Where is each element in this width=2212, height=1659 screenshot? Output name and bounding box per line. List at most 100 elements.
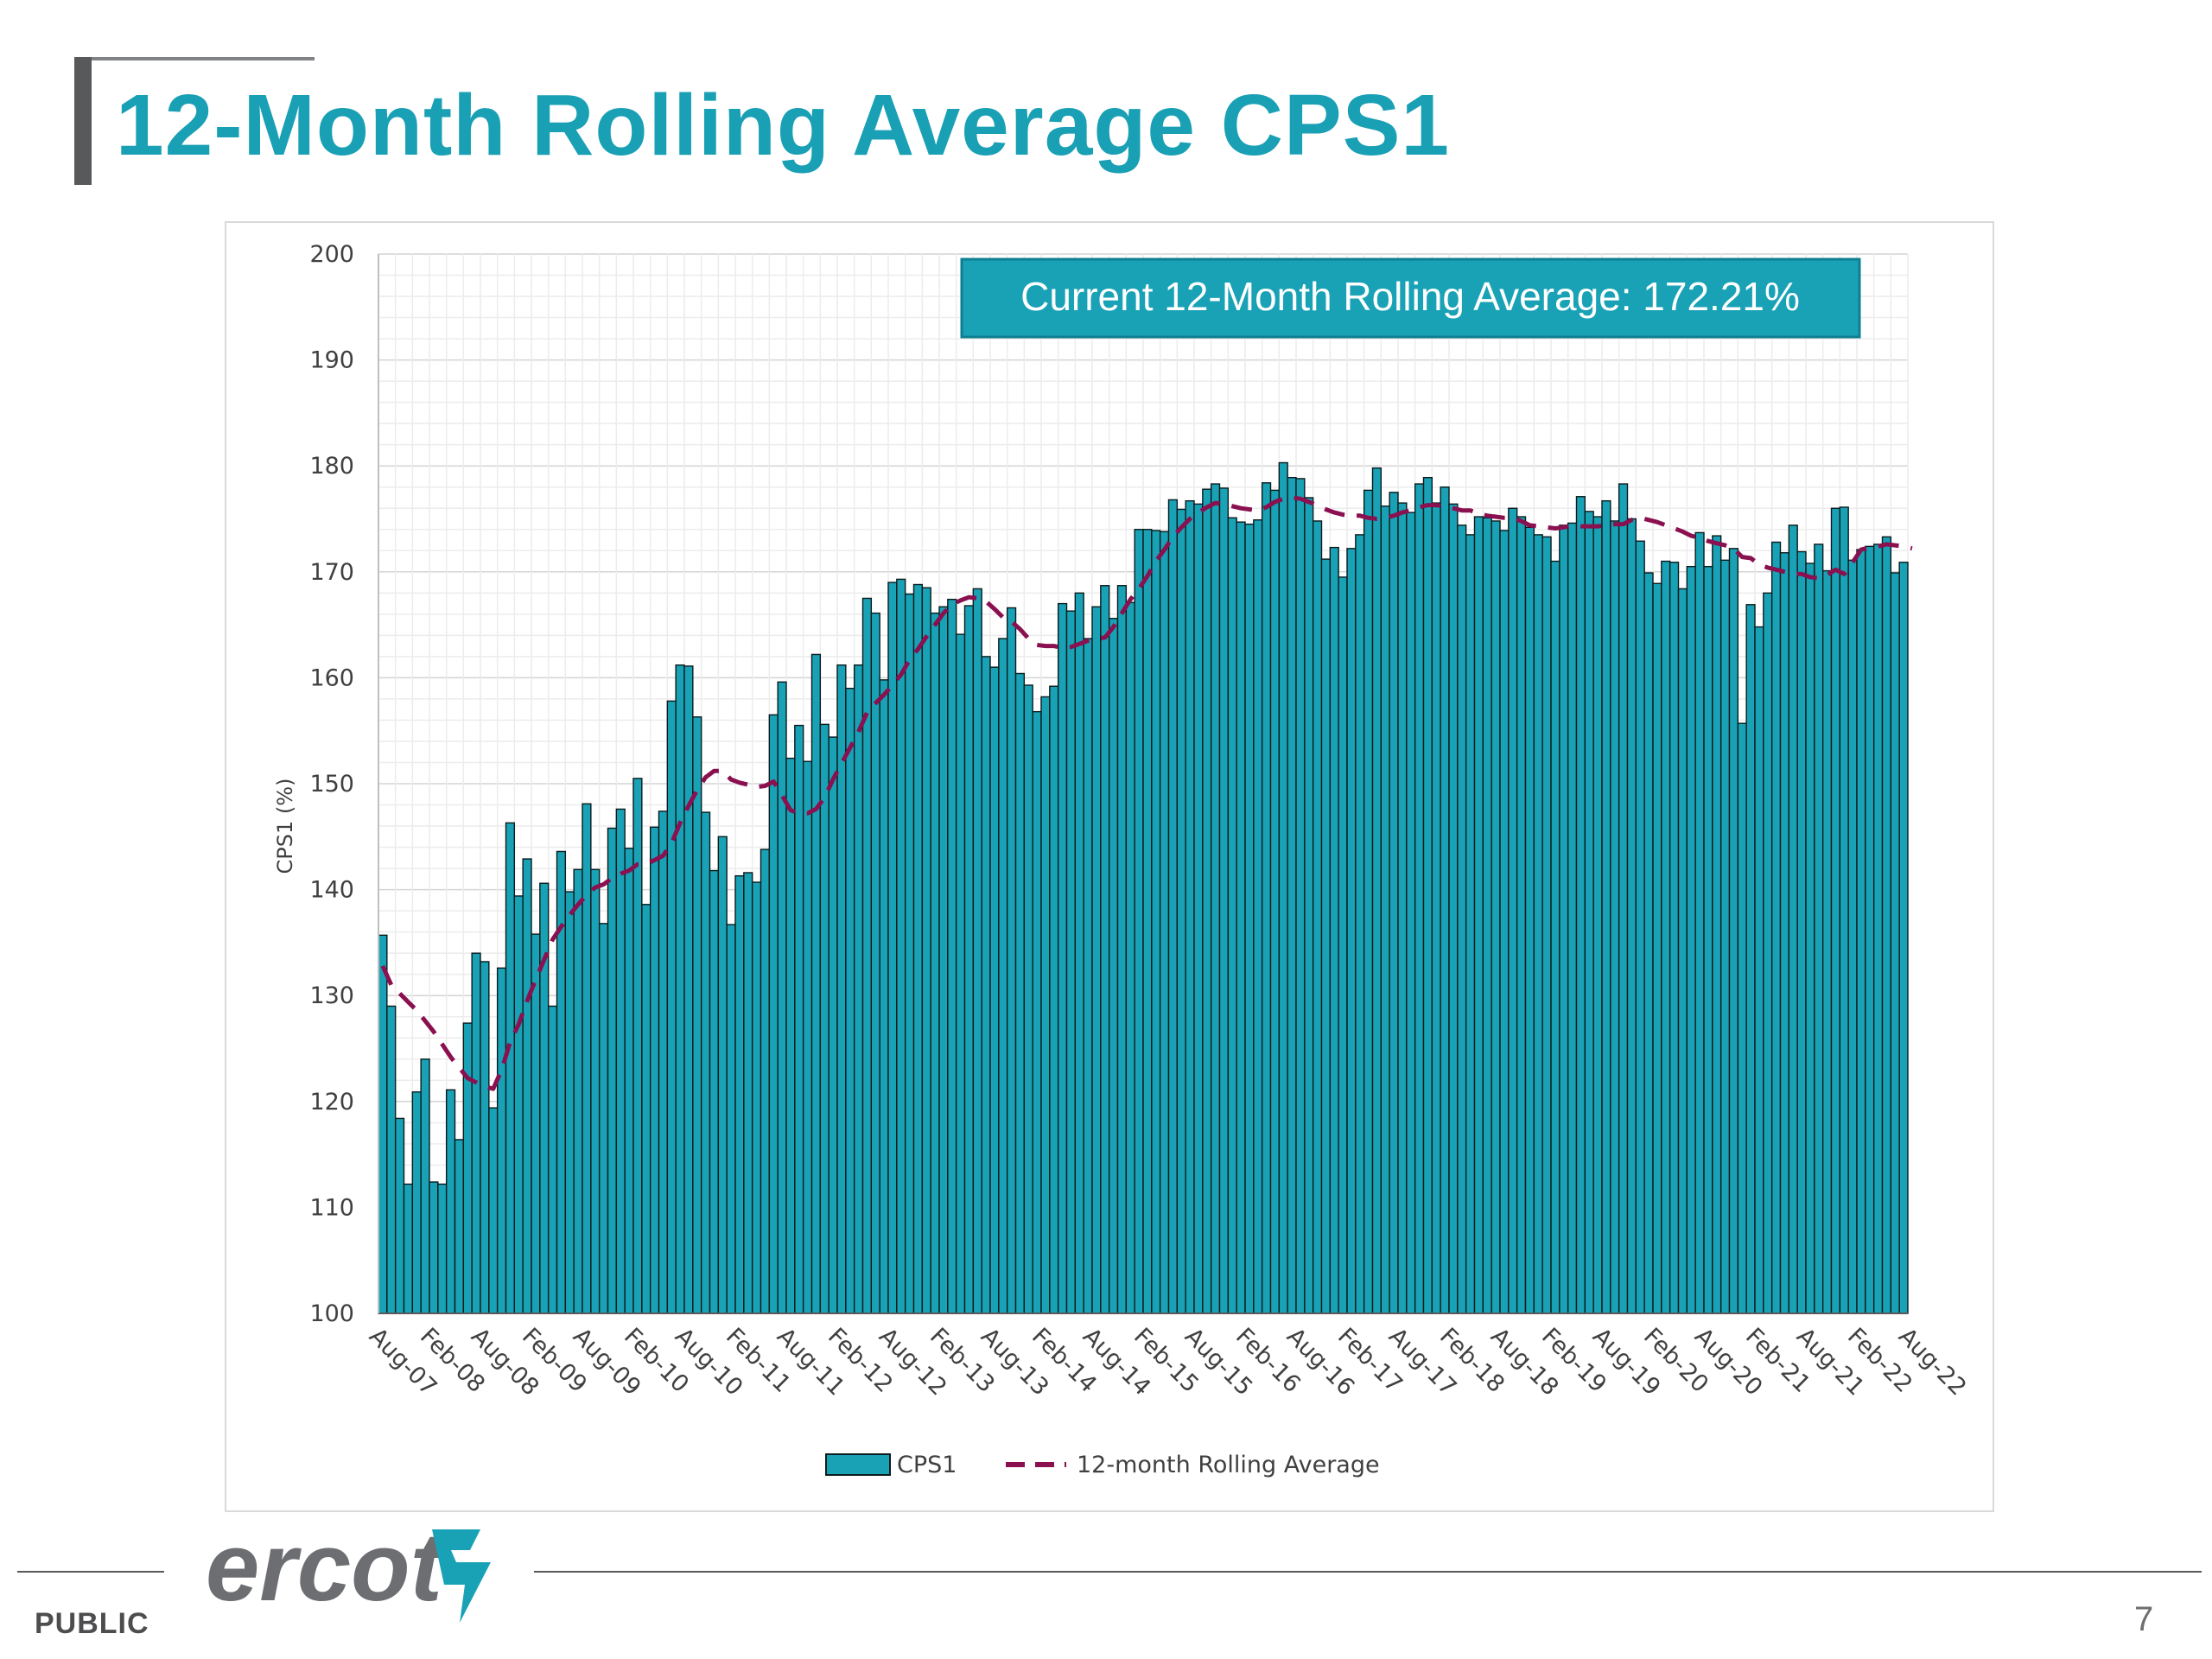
legend-swatch-cps1 xyxy=(825,1453,891,1476)
cps1-bar xyxy=(1312,520,1323,1314)
y-tick-label: 200 xyxy=(309,241,354,268)
cps1-bar xyxy=(1728,548,1739,1314)
cps1-bar xyxy=(411,1091,422,1314)
cps1-bar xyxy=(1592,516,1603,1314)
cps1-bar xyxy=(938,606,949,1314)
cps1-bar xyxy=(496,967,507,1314)
cps1-bar xyxy=(879,679,889,1314)
cps1-bar xyxy=(1236,521,1246,1314)
cps1-bar xyxy=(947,598,957,1314)
cps1-bar xyxy=(1040,696,1051,1314)
cps1-bar xyxy=(989,666,1000,1314)
cps1-bar xyxy=(1618,483,1629,1314)
cps1-bar xyxy=(480,961,490,1314)
cps1-bar xyxy=(1049,685,1059,1314)
cps1-bar xyxy=(675,664,685,1314)
cps1-bar xyxy=(1635,540,1645,1314)
cps1-bar xyxy=(1057,602,1068,1314)
cps1-bar xyxy=(378,934,388,1314)
cps1-bar xyxy=(666,700,677,1314)
cps1-bar xyxy=(870,612,880,1314)
cps1-bar xyxy=(896,578,906,1314)
y-tick-label: 140 xyxy=(309,877,354,904)
cps1-bar xyxy=(1779,552,1790,1314)
cps1-bar xyxy=(1661,560,1671,1314)
cps1-bar xyxy=(641,904,652,1314)
cps1-bar xyxy=(1100,585,1110,1314)
cps1-bar xyxy=(1244,523,1255,1314)
cps1-bar xyxy=(1338,576,1348,1314)
cps1-bar xyxy=(751,881,762,1314)
cps1-bar xyxy=(1253,519,1263,1314)
cps1-bar xyxy=(1269,489,1281,1314)
cps1-bar xyxy=(649,826,660,1314)
y-tick-label: 190 xyxy=(309,347,354,374)
title-top-rule xyxy=(74,57,315,60)
cps1-bar xyxy=(760,849,771,1314)
cps1-bar xyxy=(1796,550,1807,1314)
cps1-bar xyxy=(1821,569,1833,1314)
cps1-bar xyxy=(777,681,787,1314)
cps1-bar xyxy=(1541,536,1552,1314)
cps1-bar xyxy=(1457,524,1467,1314)
cps1-bar xyxy=(828,736,838,1314)
cps1-bar xyxy=(522,858,532,1314)
cps1-bar xyxy=(1669,562,1680,1314)
cps1-bar xyxy=(1185,499,1195,1314)
cps1-bar xyxy=(845,687,855,1314)
cps1-bar xyxy=(573,868,583,1314)
y-tick-label: 150 xyxy=(309,771,354,798)
cps1-bar xyxy=(1745,604,1756,1314)
cps1-bar xyxy=(1261,482,1272,1314)
cps1-bar xyxy=(1065,610,1077,1314)
cps1-bar xyxy=(734,874,745,1314)
cps1-bar xyxy=(1856,549,1866,1314)
cps1-bar xyxy=(683,665,694,1314)
cps1-bar xyxy=(955,633,966,1314)
cps1-bar xyxy=(1380,505,1390,1314)
y-tick-label: 160 xyxy=(309,664,354,691)
cps1-bar xyxy=(1329,546,1339,1314)
cps1-bar xyxy=(547,1005,558,1314)
cps1-bar xyxy=(607,827,618,1314)
y-tick-labels: 100 110 120 130 140 150 160 170 180 190 200 xyxy=(309,241,354,1327)
cps1-bar xyxy=(1227,517,1237,1314)
cps1-bar xyxy=(539,882,550,1314)
cps1-bar xyxy=(1091,606,1102,1314)
cps1-bar xyxy=(1686,565,1696,1314)
y-axis-label: CPS1 (%) xyxy=(273,779,297,874)
cps1-bar xyxy=(1872,543,1884,1314)
annotation-box-bg xyxy=(960,257,1861,339)
chart-axes xyxy=(378,254,1908,1314)
cps1-bar xyxy=(912,583,924,1314)
cps1-bar xyxy=(1074,592,1084,1314)
cps1-bar xyxy=(1677,588,1688,1314)
ercot-bolt-icon xyxy=(432,1529,491,1623)
cps1-bar xyxy=(1847,559,1858,1314)
cps1-bar xyxy=(802,760,813,1314)
cps1-bar xyxy=(1533,534,1543,1314)
cps1-bar xyxy=(794,724,804,1314)
cps1-bar xyxy=(513,895,524,1314)
cps1-bar xyxy=(564,891,575,1314)
cps1-bar xyxy=(429,1181,439,1314)
cps1-bar xyxy=(887,582,898,1314)
cps1-bar xyxy=(1210,483,1221,1314)
cps1-bar xyxy=(1142,529,1153,1314)
cps1-bar xyxy=(1320,558,1332,1314)
cps1-bar xyxy=(1440,486,1450,1314)
cps1-bar xyxy=(1601,499,1611,1314)
cps1-bar xyxy=(1814,543,1824,1314)
cps1-bar xyxy=(1770,541,1782,1314)
cps1-bar xyxy=(632,778,643,1314)
cps1-bar xyxy=(1610,520,1620,1314)
cps1-bar xyxy=(1865,545,1875,1314)
cps1-bar xyxy=(1032,710,1042,1314)
cps1-bar xyxy=(1202,488,1212,1314)
cps1-bar xyxy=(700,811,711,1314)
chart-legend: CPS1 12-month Rolling Average xyxy=(825,1452,1380,1478)
cps1-bar xyxy=(972,588,982,1314)
cps1-bar xyxy=(1491,520,1501,1314)
cps1-bar xyxy=(1473,516,1484,1314)
cps1-chart: 100 110 120 130 140 150 160 170 180 190 200 Aug-07… xyxy=(273,241,1971,1478)
